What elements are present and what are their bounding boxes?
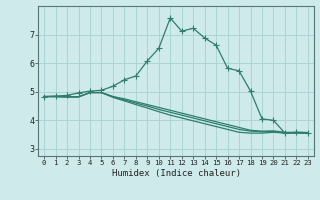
X-axis label: Humidex (Indice chaleur): Humidex (Indice chaleur) xyxy=(111,169,241,178)
